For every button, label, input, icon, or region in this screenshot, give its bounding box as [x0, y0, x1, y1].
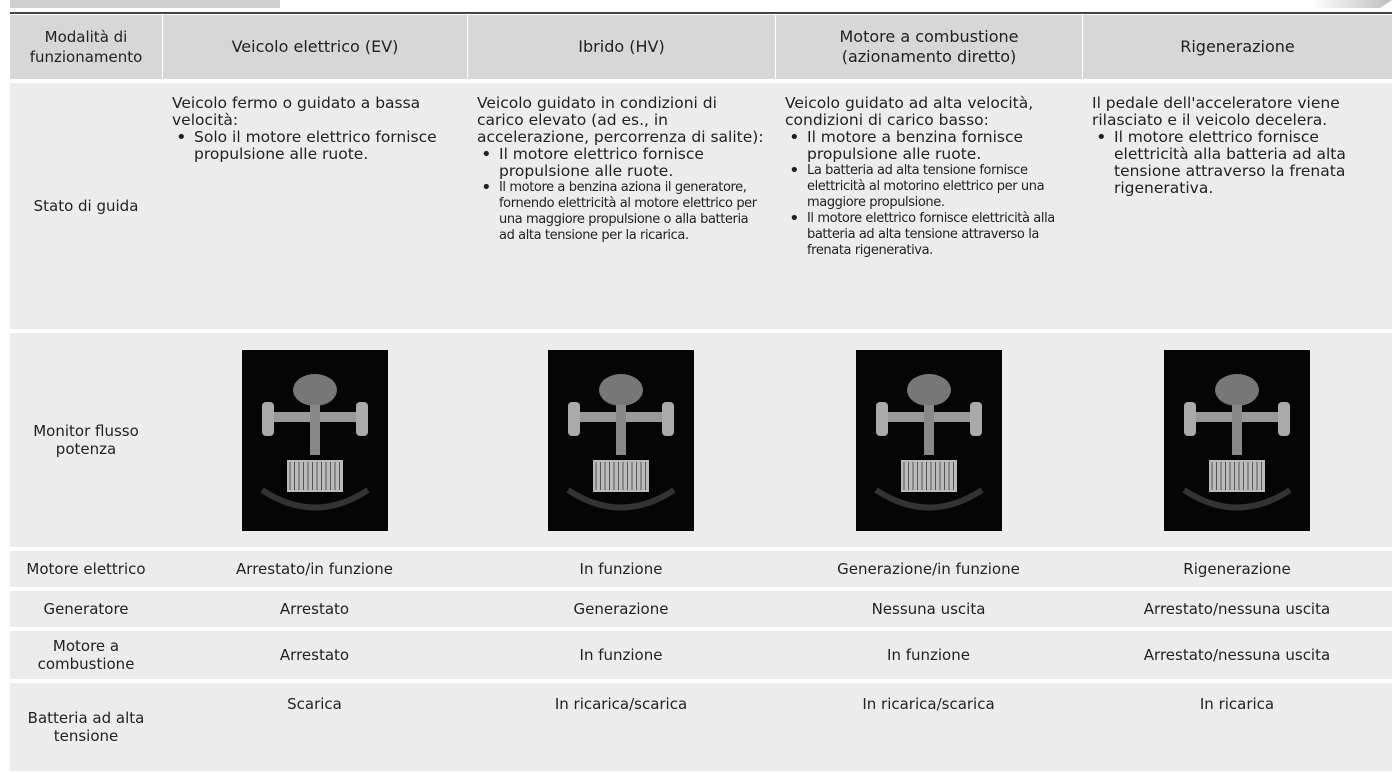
bullet-list: Il motore elettrico fornisce elettricità…	[1092, 129, 1382, 197]
power-flow-image	[855, 349, 1002, 531]
drive-cell: Veicolo fermo o guidato a bassa velocità…	[162, 83, 467, 329]
bullet: Solo il motore elettrico fornisce propul…	[176, 129, 457, 163]
row-label: Motore a combustione	[10, 631, 162, 679]
image-cell	[467, 333, 775, 547]
state-cell: In ricarica/scarica	[775, 683, 1082, 771]
mode-table: Modalità di funzionamento Veicolo elettri…	[10, 15, 1392, 771]
state-cell: Rigenerazione	[1082, 551, 1392, 587]
header-cell: Modalità di funzionamento	[10, 15, 162, 79]
state-cell: Arrestato/in funzione	[162, 551, 467, 587]
bullet: La batteria ad alta tensione fornisce el…	[789, 163, 1072, 211]
bullet: Il motore a benzina fornisce propulsione…	[789, 129, 1072, 163]
power-flow-graphic	[1182, 373, 1292, 510]
arrow	[1312, 0, 1392, 8]
header-cell: Ibrido (HV)	[467, 15, 775, 79]
row-label: Motore elettrico	[10, 551, 162, 587]
power-flow-image	[548, 349, 694, 531]
tab	[10, 0, 280, 8]
state-cell: Arrestato/nessuna uscita	[1082, 591, 1392, 627]
header-cell: Rigenerazione	[1082, 15, 1392, 79]
state-cell: Arrestato/nessuna uscita	[1082, 631, 1392, 679]
state-cell: In ricarica/scarica	[467, 683, 775, 771]
bullet: Il motore a benzina aziona il generatore…	[481, 180, 765, 244]
drive-cell: Veicolo guidato in condizioni di carico …	[467, 83, 775, 329]
drive-text: Veicolo guidato in condizioni di carico …	[477, 94, 764, 146]
state-cell: In funzione	[467, 551, 775, 587]
header-cell: Motore a combustione (azionamento dirett…	[775, 15, 1082, 79]
drive-text: Il pedale dell'acceleratore viene rilasc…	[1092, 94, 1340, 129]
power-flow-image	[1164, 349, 1310, 531]
bullet-list: Solo il motore elettrico fornisce propul…	[172, 129, 457, 163]
image-cell	[1082, 333, 1392, 547]
state-cell: Nessuna uscita	[775, 591, 1082, 627]
bullet: Il motore elettrico fornisce propulsione…	[481, 146, 765, 180]
row-label: Stato di guida	[10, 83, 162, 329]
power-flow-graphic	[566, 373, 676, 510]
bullet-list: Il motore a benzina fornisce propulsione…	[785, 129, 1072, 259]
header-cell: Veicolo elettrico (EV)	[162, 15, 467, 79]
state-cell: Arrestato	[162, 591, 467, 627]
drive-text: Veicolo guidato ad alta velocità, condiz…	[785, 94, 1034, 129]
top-bar	[10, 0, 1392, 14]
row-label: Batteria ad alta tensione	[10, 683, 162, 771]
state-cell: In funzione	[467, 631, 775, 679]
power-flow-graphic	[259, 373, 370, 510]
drive-cell: Veicolo guidato ad alta velocità, condiz…	[775, 83, 1082, 329]
image-cell	[162, 333, 467, 547]
state-cell: Generazione/in funzione	[775, 551, 1082, 587]
bullet-list: Il motore elettrico fornisce propulsione…	[477, 146, 765, 244]
bullet: Il motore elettrico fornisce elettricità…	[789, 211, 1072, 259]
state-cell: In funzione	[775, 631, 1082, 679]
row-label: Monitor flusso potenza	[10, 333, 162, 547]
power-flow-image	[241, 349, 388, 531]
bullet: Il motore elettrico fornisce elettricità…	[1096, 129, 1382, 197]
state-cell: Scarica	[162, 683, 467, 771]
state-cell: Arrestato	[162, 631, 467, 679]
state-cell: In ricarica	[1082, 683, 1392, 771]
state-cell: Generazione	[467, 591, 775, 627]
image-cell	[775, 333, 1082, 547]
drive-text: Veicolo fermo o guidato a bassa velocità…	[172, 94, 421, 129]
drive-cell: Il pedale dell'acceleratore viene rilasc…	[1082, 83, 1392, 329]
power-flow-graphic	[873, 373, 984, 510]
row-label: Generatore	[10, 591, 162, 627]
